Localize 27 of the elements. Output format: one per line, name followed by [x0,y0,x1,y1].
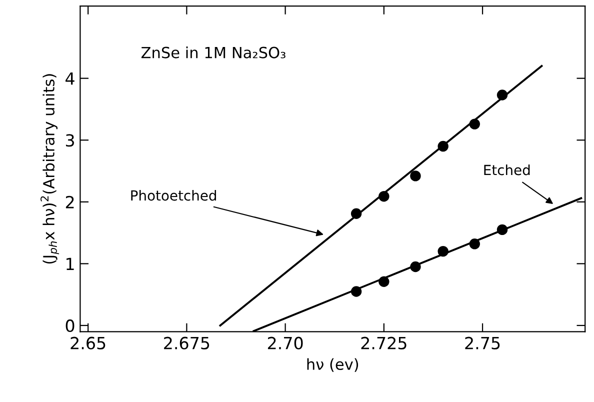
x-tick-label: 2.70 [268,336,303,350]
point [410,261,421,272]
point [350,208,362,219]
point [350,286,362,297]
x-tick-label: 2.75 [465,336,500,350]
point [378,190,390,202]
y-tick-label: 4 [66,72,74,85]
annotation: ZnSe in 1M Na₂SO₃ [141,46,286,58]
x-tick-label: 2.65 [70,336,106,350]
point [469,118,480,130]
point [496,224,508,236]
annotation: Photoetched [131,190,216,201]
y-axis-title: (J$_{ph}$x hν)$^{2}$(Arbitrary units) [40,74,60,264]
point [496,90,508,100]
point [438,140,448,152]
annotation: Etched [484,164,530,176]
point [438,246,448,257]
x-axis-title: hν (ev) [307,358,358,372]
y-tick-label: 2 [66,196,74,208]
y-tick-label: 1 [66,258,74,270]
x-tick-label: 2.725 [361,336,406,350]
point [378,276,390,287]
point [410,170,421,182]
point [469,238,480,250]
y-tick-label: 3 [66,134,74,147]
x-tick-label: 2.675 [164,336,210,350]
y-tick-label: 0 [66,319,74,332]
